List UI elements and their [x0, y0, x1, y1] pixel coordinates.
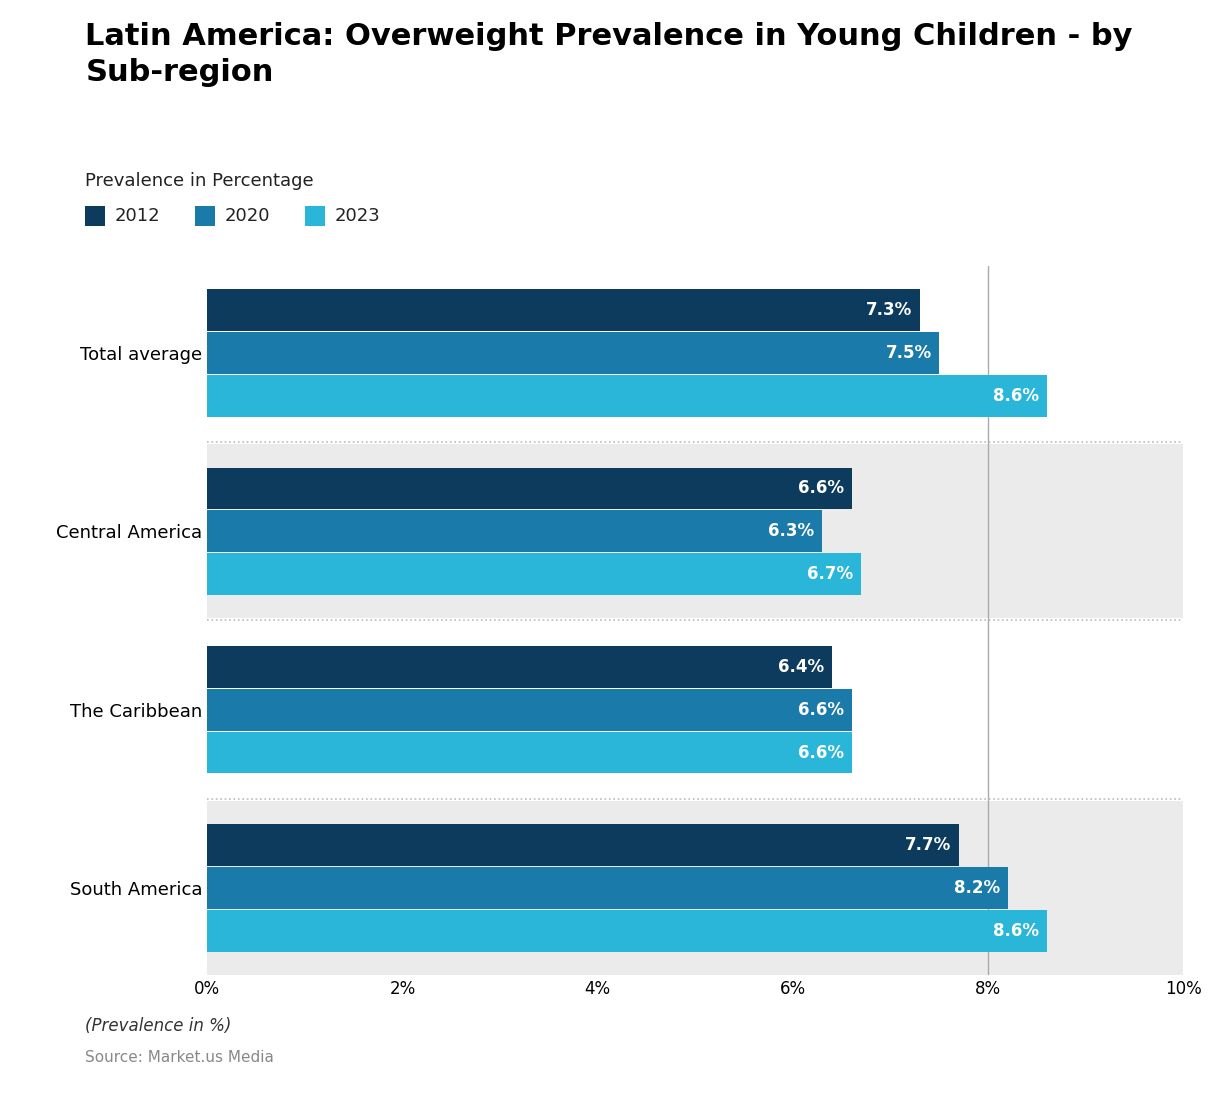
Bar: [207, 332, 939, 373]
Bar: [207, 689, 852, 730]
Bar: [207, 731, 852, 773]
Bar: [207, 910, 1047, 952]
Text: 8.2%: 8.2%: [954, 879, 1000, 897]
Text: 6.3%: 6.3%: [769, 522, 815, 541]
Bar: [207, 868, 1008, 909]
Text: 7.3%: 7.3%: [866, 301, 913, 319]
Bar: [207, 289, 920, 331]
Text: 2023: 2023: [334, 207, 381, 225]
Bar: [207, 468, 852, 510]
Text: 6.6%: 6.6%: [798, 700, 844, 719]
Text: 6.7%: 6.7%: [808, 565, 854, 583]
Text: Latin America: Overweight Prevalence in Young Children - by
Sub-region: Latin America: Overweight Prevalence in …: [85, 22, 1133, 88]
Bar: [207, 375, 1047, 417]
Text: 8.6%: 8.6%: [993, 922, 1039, 940]
Text: 6.6%: 6.6%: [798, 480, 844, 497]
Bar: [207, 266, 1183, 440]
Text: (Prevalence in %): (Prevalence in %): [85, 1017, 232, 1035]
Text: 2012: 2012: [115, 207, 161, 225]
Text: Prevalence in Percentage: Prevalence in Percentage: [85, 172, 314, 189]
Bar: [207, 444, 1183, 618]
Bar: [207, 824, 959, 866]
Text: 7.5%: 7.5%: [886, 343, 932, 362]
Bar: [207, 553, 861, 595]
Bar: [207, 646, 832, 688]
Text: 6.4%: 6.4%: [778, 658, 825, 676]
Bar: [207, 801, 1183, 975]
Bar: [207, 623, 1183, 797]
Text: 2020: 2020: [224, 207, 271, 225]
Text: 6.6%: 6.6%: [798, 743, 844, 761]
Text: 7.7%: 7.7%: [905, 837, 952, 854]
Bar: [207, 511, 822, 552]
Text: 8.6%: 8.6%: [993, 387, 1039, 404]
Text: Source: Market.us Media: Source: Market.us Media: [85, 1050, 274, 1066]
